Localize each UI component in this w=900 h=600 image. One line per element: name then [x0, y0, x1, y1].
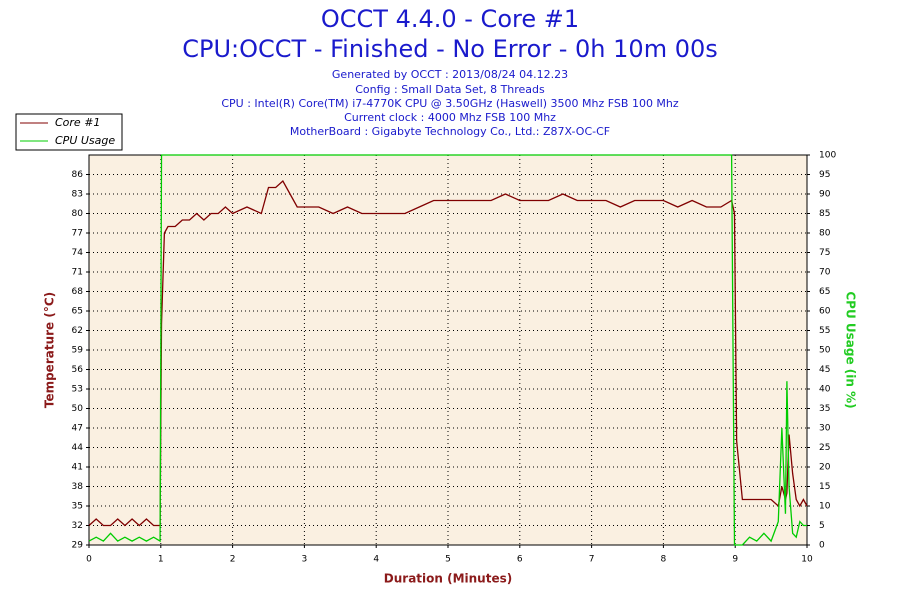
info-line: MotherBoard : Gigabyte Technology Co., L…	[290, 125, 610, 138]
y-tick-label: 86	[72, 170, 84, 180]
y-tick-label: 68	[72, 287, 84, 297]
info-line: Current clock : 4000 Mhz FSB 100 Mhz	[344, 111, 556, 124]
x-tick-label: 5	[445, 555, 451, 565]
y2-axis-label: CPU Usage (in %)	[844, 291, 858, 408]
y2-tick-label: 85	[819, 209, 830, 219]
info-line: CPU : Intel(R) Core(TM) i7-4770K CPU @ 3…	[221, 97, 679, 110]
x-tick-label: 7	[589, 555, 595, 565]
legend	[15, 113, 123, 151]
y-tick-label: 29	[72, 541, 84, 551]
y2-tick-label: 5	[819, 521, 825, 531]
y2-tick-label: 90	[819, 190, 831, 200]
y2-tick-label: 70	[819, 268, 831, 278]
x-tick-label: 4	[373, 555, 379, 565]
info-line: Generated by OCCT : 2013/08/24 04.12.23	[332, 68, 568, 81]
legend-label: Core #1	[55, 116, 100, 129]
y2-tick-label: 10	[819, 502, 831, 512]
y2-tick-label: 35	[819, 404, 830, 414]
y2-tick-label: 20	[819, 463, 831, 473]
y2-tick-label: 65	[819, 287, 830, 297]
y2-tick-label: 60	[819, 307, 831, 317]
y-tick-label: 53	[72, 385, 83, 395]
x-tick-label: 0	[86, 555, 92, 565]
y2-tick-label: 75	[819, 248, 830, 258]
y2-tick-label: 50	[819, 346, 831, 356]
x-tick-label: 6	[517, 555, 523, 565]
y-tick-label: 32	[72, 521, 83, 531]
y2-tick-label: 55	[819, 326, 830, 336]
chart-subtitle: CPU:OCCT - Finished - No Error - 0h 10m …	[182, 35, 718, 63]
x-tick-label: 9	[732, 555, 738, 565]
y-tick-label: 35	[72, 502, 83, 512]
x-tick-label: 3	[302, 555, 308, 565]
y-tick-label: 83	[72, 190, 83, 200]
y2-tick-label: 95	[819, 170, 830, 180]
y-tick-label: 74	[72, 248, 84, 258]
series-line	[88, 179, 808, 527]
y2-tick-label: 40	[819, 385, 831, 395]
y-tick-label: 47	[72, 424, 83, 434]
y-tick-label: 56	[72, 365, 84, 375]
y-tick-label: 77	[72, 229, 83, 239]
y-tick-label: 50	[72, 404, 84, 414]
y-tick-label: 59	[72, 346, 84, 356]
y2-tick-label: 100	[819, 151, 836, 161]
y2-tick-label: 0	[819, 541, 825, 551]
x-tick-label: 2	[230, 555, 236, 565]
y-tick-label: 41	[72, 463, 83, 473]
y-axis-label: Temperature (°C)	[43, 292, 57, 408]
y-tick-label: 62	[72, 326, 83, 336]
x-tick-label: 1	[158, 555, 164, 565]
info-line: Config : Small Data Set, 8 Threads	[355, 83, 545, 96]
y-tick-label: 65	[72, 307, 83, 317]
legend-label: CPU Usage	[55, 134, 115, 147]
y-tick-label: 38	[72, 482, 84, 492]
y-tick-label: 44	[72, 443, 84, 453]
chart-title: OCCT 4.4.0 - Core #1	[321, 5, 579, 33]
x-axis-label: Duration (Minutes)	[384, 572, 512, 586]
y2-tick-label: 25	[819, 443, 830, 453]
y2-tick-label: 45	[819, 365, 830, 375]
y-tick-label: 71	[72, 268, 83, 278]
series-line	[88, 154, 807, 546]
y2-tick-label: 15	[819, 482, 830, 492]
y2-tick-label: 30	[819, 424, 831, 434]
x-tick-label: 10	[801, 555, 813, 565]
x-tick-label: 8	[661, 555, 667, 565]
y-tick-label: 80	[72, 209, 84, 219]
y2-tick-label: 80	[819, 229, 831, 239]
